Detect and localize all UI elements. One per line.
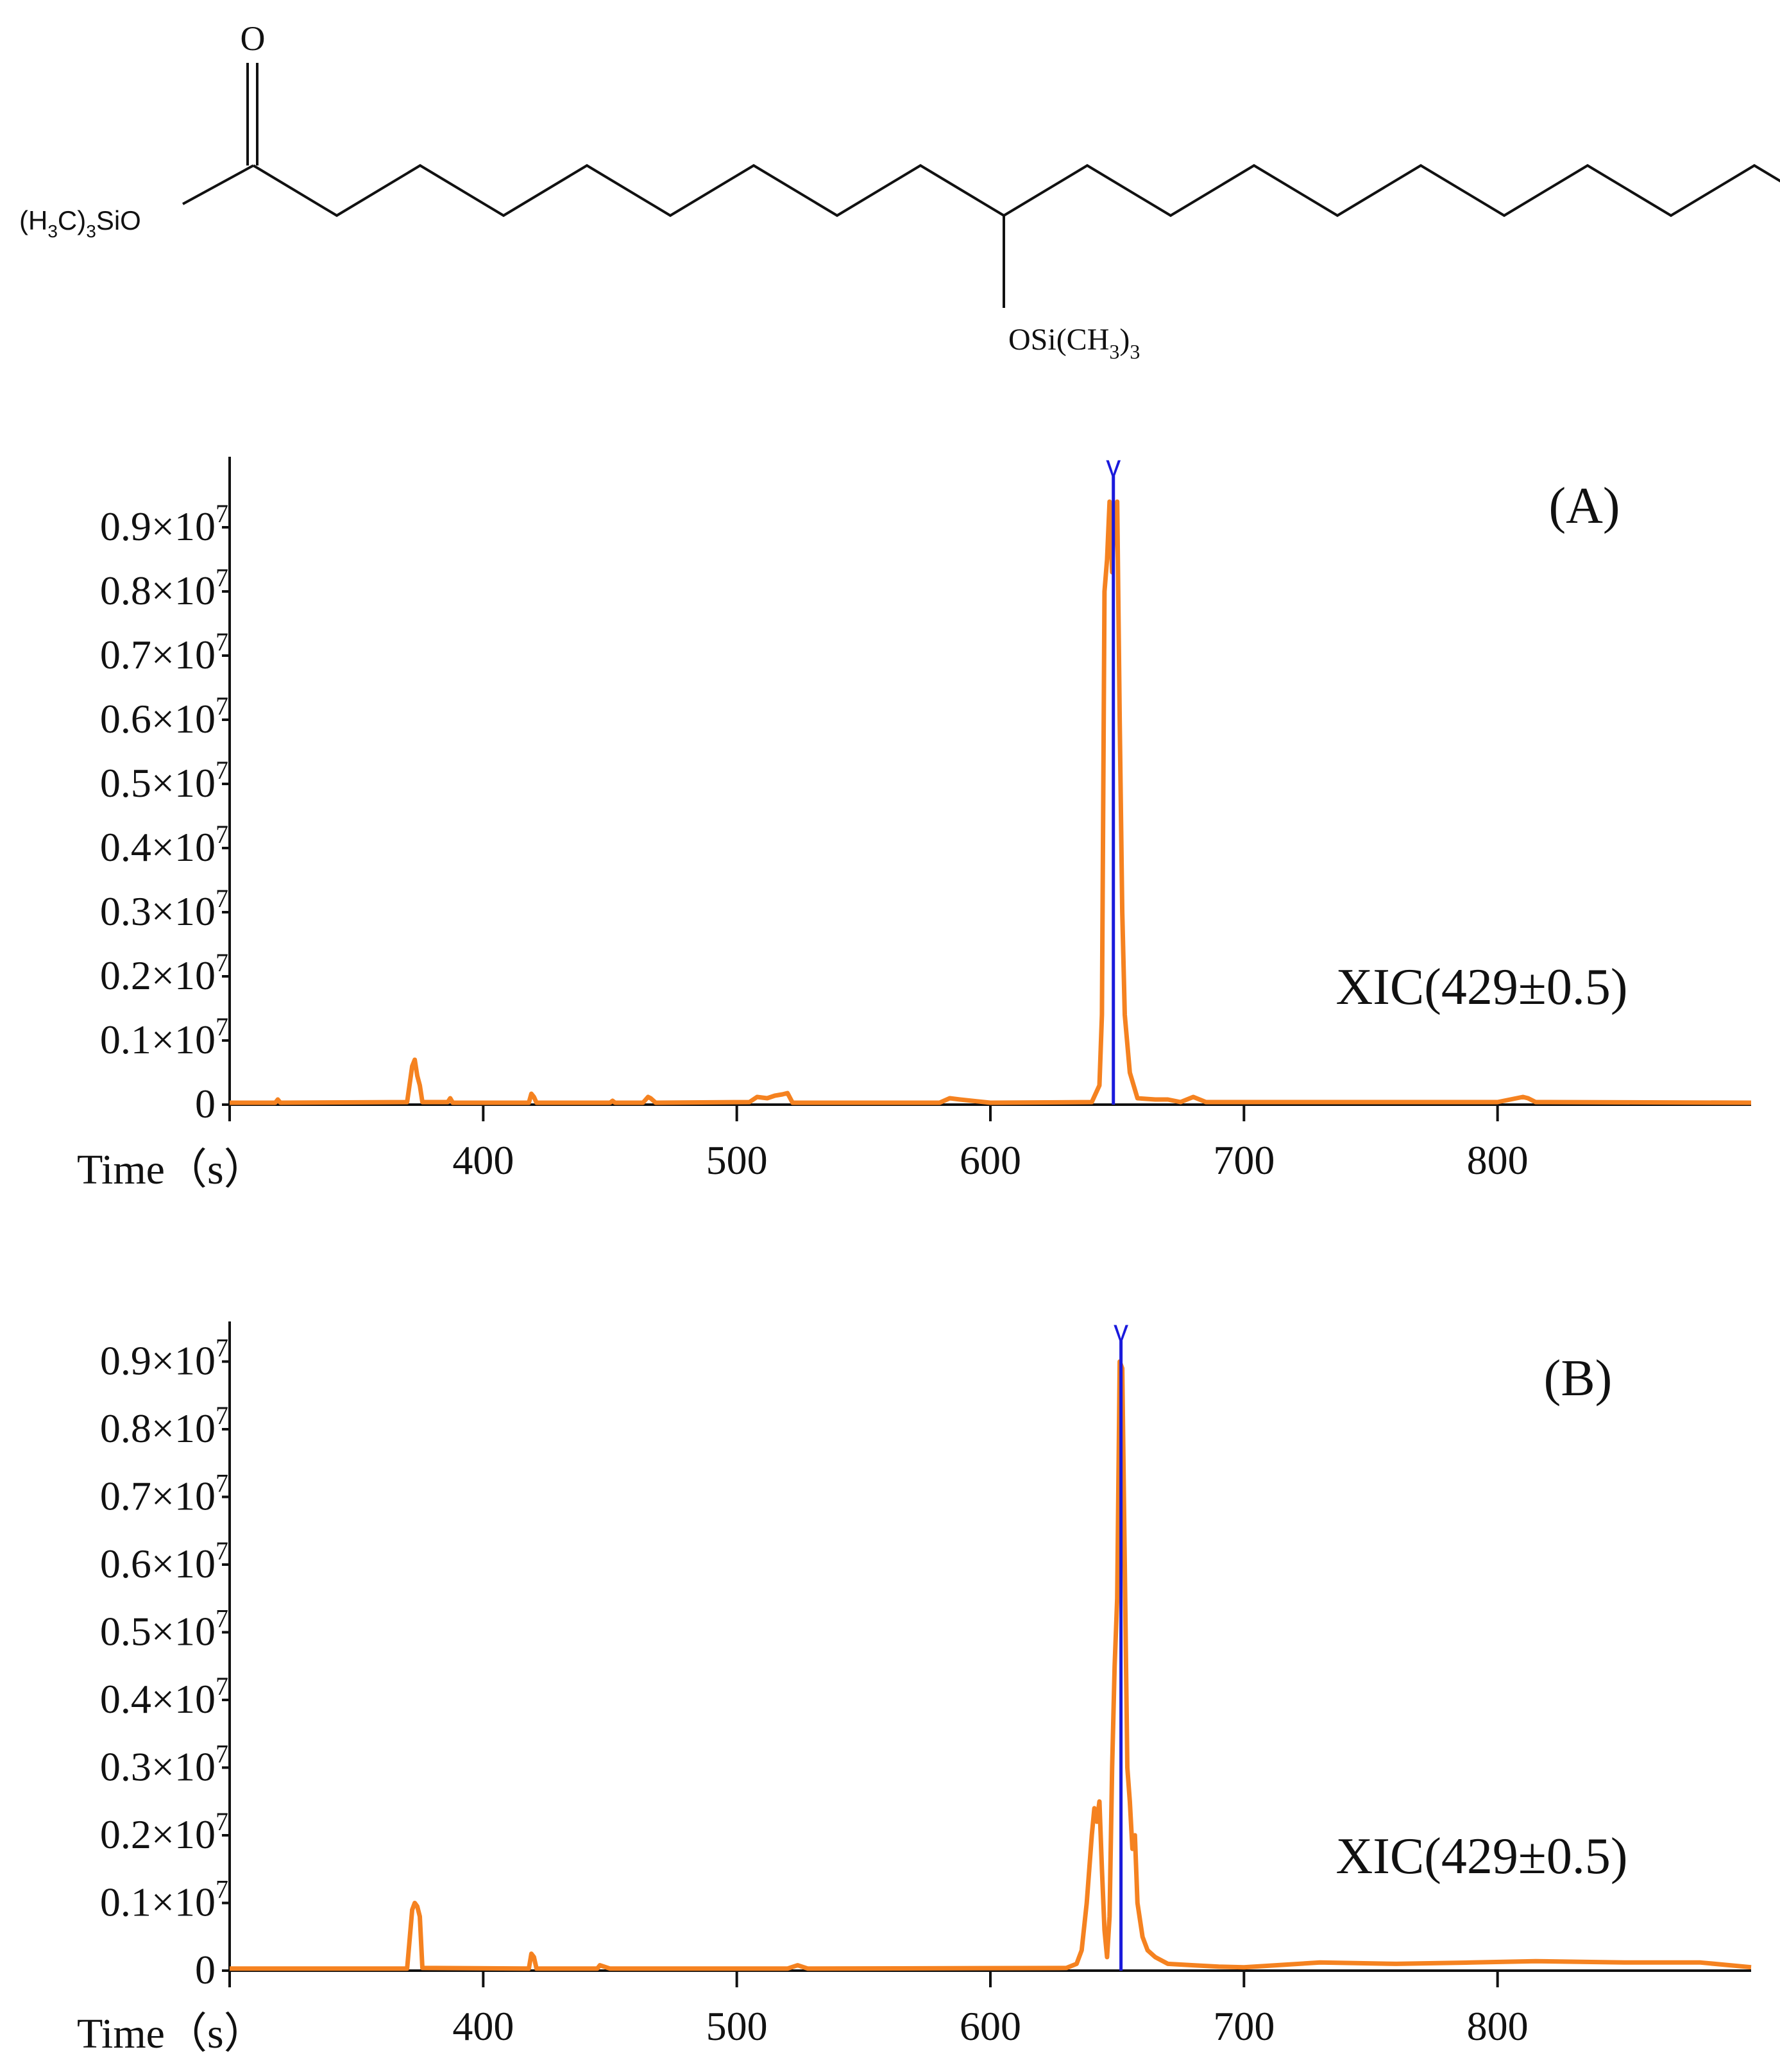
panel-label: (A) (1548, 478, 1620, 534)
y-tick-label: 0.6×107 (100, 1536, 228, 1586)
carbonyl-oxygen-label: O (241, 19, 266, 58)
y-tick-label: 0.7×107 (100, 1469, 228, 1519)
x-tick-label: 400 (452, 1137, 514, 1183)
y-tick-label: 0.2×107 (100, 1807, 228, 1857)
x-axis-label: Time（s） (77, 2010, 266, 2057)
xic-annotation: XIC(429±0.5) (1336, 1828, 1628, 1885)
y-tick-label: 0.4×107 (100, 820, 228, 870)
x-tick-label: 600 (960, 1137, 1021, 1183)
chemical-structure: O (H3C)3SiO OSi(CH3)3 (19, 19, 1780, 363)
x-tick-label: 600 (960, 2003, 1021, 2049)
y-tick-label: 0.3×107 (100, 1740, 228, 1790)
y-tick-label: 0.8×107 (100, 1401, 228, 1451)
x-tick-label: 800 (1467, 1137, 1529, 1183)
y-tick-label: 0.1×107 (100, 1875, 228, 1925)
panel-label: (B) (1544, 1350, 1613, 1407)
y-tick-label: 0.8×107 (100, 563, 228, 613)
peak-marker-label: v (1106, 449, 1121, 482)
x-tick-label: 800 (1467, 2003, 1529, 2049)
y-tick-label: 0.9×107 (100, 1334, 228, 1384)
ester-group-label: (H3C)3SiO (19, 205, 141, 241)
y-tick-label: 0.9×107 (100, 499, 228, 549)
x-tick-label: 500 (706, 1137, 768, 1183)
xic-trace (230, 499, 1752, 1105)
ether-group-label: OSi(CH3)3 (1008, 323, 1140, 363)
y-tick-label: 0.2×107 (100, 948, 228, 998)
peak-marker-label: v (1114, 1314, 1128, 1347)
y-tick-label: 0.7×107 (100, 627, 228, 677)
chromatogram-panel-b: 0 0.1×107 0.2×107 0.3×107 0.4×107 0.5×107 0.6×… (77, 1314, 1752, 2057)
x-tick-label: 500 (706, 2003, 768, 2049)
x-tick-label: 400 (452, 2003, 514, 2049)
y-tick-label: 0 (195, 1081, 216, 1126)
xic-annotation: XIC(429±0.5) (1336, 959, 1628, 1015)
y-tick-label: 0.6×107 (100, 692, 228, 742)
y-tick-label: 0.1×107 (100, 1012, 228, 1062)
y-tick-label: 0.4×107 (100, 1672, 228, 1722)
x-axis-label: Time（s） (77, 1146, 266, 1193)
y-tick-label: 0.5×107 (100, 756, 228, 806)
x-tick-label: 700 (1213, 1137, 1275, 1183)
y-tick-label: 0.3×107 (100, 884, 228, 934)
y-tick-label: 0 (195, 1947, 216, 1992)
xic-trace (230, 1359, 1752, 1971)
x-tick-label: 700 (1213, 2003, 1275, 2049)
carbon-chain-bond (252, 164, 1780, 217)
y-tick-label: 0.5×107 (100, 1604, 228, 1654)
chromatogram-panel-a: 0 0.1×107 0.2×107 0.3×107 0.4×107 0.5×107 0.6×… (77, 449, 1752, 1193)
ester-bond (182, 164, 254, 205)
